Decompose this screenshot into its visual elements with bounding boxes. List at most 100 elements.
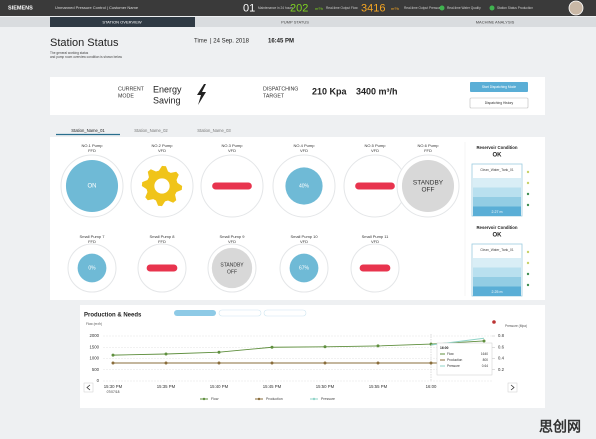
avatar[interactable] — [568, 0, 584, 16]
data-point — [111, 353, 115, 357]
data-point — [376, 361, 380, 365]
level-dot — [526, 283, 530, 287]
pump-status-text: 0% — [88, 265, 96, 271]
pump-status-text: ON — [88, 184, 97, 190]
pump-name: NO.1 Pump — [82, 143, 104, 148]
data-point — [270, 345, 274, 349]
tank-water — [473, 286, 521, 296]
x-tick-label: 16:00 — [426, 384, 437, 389]
legend-label: Pressure — [321, 397, 335, 401]
tank-level: 2.27 m — [492, 210, 503, 214]
station-tab[interactable]: Station_Name_01 — [71, 128, 105, 133]
next-arrow — [510, 384, 515, 391]
next-button[interactable] — [507, 382, 518, 393]
tooltip-value: 1640 — [481, 352, 488, 356]
pressure-unit: m³/h — [391, 6, 399, 11]
chart-toggle[interactable] — [263, 309, 307, 317]
data-point — [482, 339, 486, 343]
series-line — [112, 340, 485, 356]
chart-toggle[interactable] — [174, 310, 216, 316]
pump-name: NO.2 Pump — [152, 143, 174, 148]
tank-water — [473, 267, 521, 277]
target-label: DISPATCHING — [263, 86, 298, 92]
tank-name: Clean_Water_Tank_01 — [480, 248, 514, 252]
level-dot — [526, 170, 530, 174]
tooltip-name: Production — [447, 358, 462, 362]
pump-kind: FFD — [88, 148, 96, 153]
pump-name: NO.4 Pump — [294, 143, 316, 148]
station-tab[interactable]: Station_Name_02 — [134, 128, 168, 133]
flow-unit: m³/h — [315, 6, 323, 11]
pump-fault — [212, 182, 252, 190]
target-pressure: 210 Kpa — [312, 86, 348, 96]
y2-tick-label: 0.4 — [498, 356, 505, 361]
data-point — [323, 361, 327, 365]
chart-toggle[interactable] — [218, 309, 262, 317]
status-icon — [489, 5, 495, 11]
legend-dot — [202, 397, 206, 401]
tooltip-title: 16:00 — [440, 346, 449, 350]
data-point — [429, 361, 433, 365]
tooltip-value: 0.64 — [482, 364, 488, 368]
history-button[interactable] — [469, 97, 529, 109]
tank-water — [473, 277, 521, 287]
prev-arrow — [86, 384, 91, 391]
page-subtitle: The general working status — [50, 51, 89, 55]
y2-tick-label: 0.2 — [498, 367, 505, 372]
legend-label: Flow — [211, 397, 219, 401]
tank-water — [473, 187, 521, 197]
pump-name: Small Pump 7 — [80, 234, 106, 239]
pump-on — [65, 159, 119, 213]
status-label: Station Status Production — [497, 6, 533, 10]
nav-tab[interactable]: PUMP STATUS — [281, 20, 309, 25]
mode-panel — [50, 77, 545, 115]
tank-name: Clean_Water_Tank_01 — [480, 168, 514, 172]
pump-kind: FFD — [424, 148, 432, 153]
data-point — [217, 350, 221, 354]
flow-label: Real-time Output Flow — [326, 6, 358, 10]
reservoir-status: OK — [493, 153, 503, 159]
top-bar — [0, 0, 596, 16]
pump-status-text: STANDBY — [220, 262, 244, 268]
pump-kind: VFD — [300, 148, 308, 153]
pump-speed — [285, 167, 323, 205]
history-button-label: Dispatching History — [485, 101, 514, 105]
nav-tab[interactable]: STATION OVERVIEW — [102, 20, 142, 25]
pump-name: NO.3 Pump — [222, 143, 244, 148]
quality-icon — [439, 5, 445, 11]
lightning-icon — [197, 84, 206, 105]
brand: SIEMENS — [8, 5, 33, 11]
nav-tab[interactable]: MACHINE ANALYSIS — [476, 20, 515, 25]
pump-kind: FFD — [88, 239, 96, 244]
start-button-label: Start Dispatching Mode — [482, 85, 516, 89]
y-tick-label: 1500 — [89, 344, 99, 349]
app-name: Unmanned Pressure Control | Customer Nam… — [55, 5, 139, 10]
x-tick-label: 15:55 PM — [369, 384, 388, 389]
time: 16:45 PM — [268, 39, 294, 45]
chart-title: Production & Needs — [84, 313, 142, 319]
y-tick-label: 500 — [92, 367, 100, 372]
mode-label: MODE — [118, 93, 134, 99]
data-point — [323, 345, 327, 349]
tab-bar — [0, 17, 596, 27]
pump-status-text: OFF — [422, 187, 435, 194]
active-tab[interactable] — [50, 17, 195, 27]
y-tick-label: 2000 — [89, 333, 99, 338]
pump-status-text: OFF — [227, 269, 237, 275]
tank-water — [473, 178, 521, 188]
station-tab[interactable]: Station_Name_03 — [197, 128, 231, 133]
pump-name: Small Pump 11 — [362, 234, 390, 239]
start-button[interactable] — [470, 82, 528, 92]
pump-kind: FFD — [158, 239, 166, 244]
legend-dot — [257, 397, 261, 401]
x-tick-label: 15:35 PM — [157, 384, 176, 389]
pump-name: Small Pump 10 — [290, 234, 318, 239]
mode-value: Saving — [153, 95, 181, 105]
pump-fault — [359, 264, 391, 272]
pump-fault — [355, 182, 395, 190]
pump-name: Small Pump 9 — [220, 234, 246, 239]
prev-button[interactable] — [83, 382, 94, 393]
data-point — [164, 352, 168, 356]
level-dot — [526, 192, 530, 196]
